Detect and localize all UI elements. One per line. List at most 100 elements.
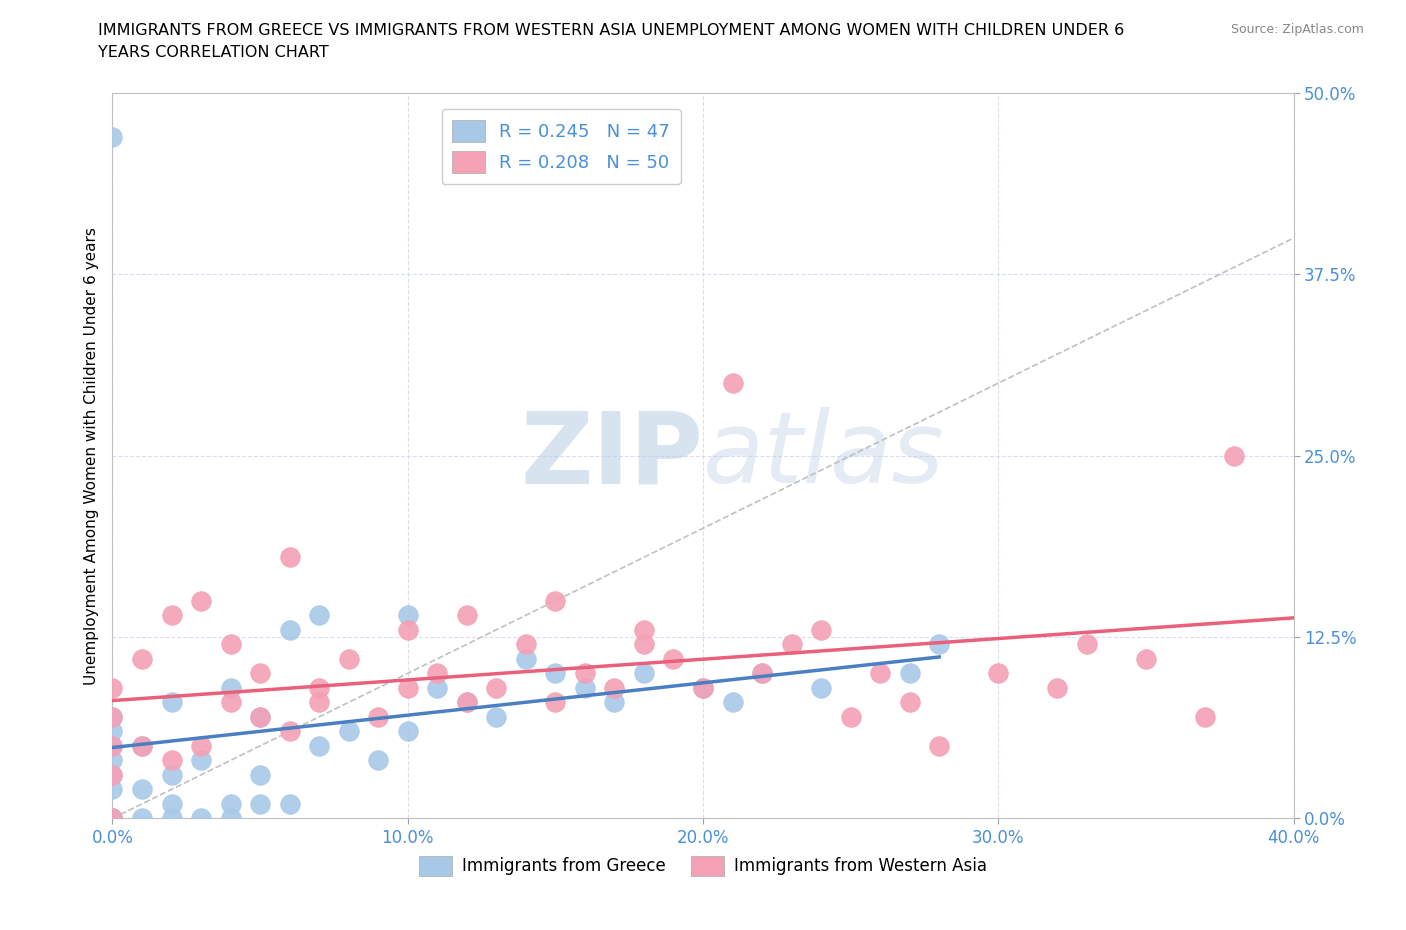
Point xyxy=(160,753,183,768)
Point xyxy=(278,622,301,637)
Point xyxy=(101,710,124,724)
Point xyxy=(249,767,271,782)
Point xyxy=(160,811,183,826)
Point xyxy=(1046,681,1069,696)
Point xyxy=(101,767,124,782)
Point xyxy=(633,622,655,637)
Text: ZIP: ZIP xyxy=(520,407,703,504)
Point xyxy=(101,782,124,797)
Point xyxy=(898,695,921,710)
Point xyxy=(219,637,242,652)
Point xyxy=(515,651,537,666)
Point xyxy=(101,811,124,826)
Legend: Immigrants from Greece, Immigrants from Western Asia: Immigrants from Greece, Immigrants from … xyxy=(412,849,994,883)
Point xyxy=(131,782,153,797)
Point xyxy=(278,550,301,565)
Point xyxy=(101,767,124,782)
Point xyxy=(308,695,330,710)
Point xyxy=(308,681,330,696)
Point xyxy=(603,681,626,696)
Point xyxy=(544,695,567,710)
Point xyxy=(219,681,242,696)
Text: atlas: atlas xyxy=(703,407,945,504)
Point xyxy=(456,695,478,710)
Point xyxy=(633,637,655,652)
Point xyxy=(101,738,124,753)
Point xyxy=(249,796,271,811)
Point xyxy=(101,710,124,724)
Text: YEARS CORRELATION CHART: YEARS CORRELATION CHART xyxy=(98,45,329,60)
Point xyxy=(721,695,744,710)
Point xyxy=(101,811,124,826)
Point xyxy=(337,651,360,666)
Point xyxy=(367,710,389,724)
Point xyxy=(131,738,153,753)
Point xyxy=(219,695,242,710)
Point xyxy=(780,637,803,652)
Point xyxy=(1194,710,1216,724)
Point xyxy=(485,681,508,696)
Point xyxy=(987,666,1010,681)
Y-axis label: Unemployment Among Women with Children Under 6 years: Unemployment Among Women with Children U… xyxy=(83,227,98,684)
Point xyxy=(751,666,773,681)
Point xyxy=(544,593,567,608)
Point xyxy=(278,796,301,811)
Point xyxy=(426,681,449,696)
Point xyxy=(337,724,360,738)
Point xyxy=(574,666,596,681)
Point xyxy=(928,637,950,652)
Point xyxy=(101,811,124,826)
Point xyxy=(928,738,950,753)
Point xyxy=(426,666,449,681)
Point xyxy=(160,695,183,710)
Point xyxy=(1223,448,1246,463)
Point xyxy=(160,767,183,782)
Point xyxy=(308,738,330,753)
Point xyxy=(249,710,271,724)
Point xyxy=(101,724,124,738)
Point xyxy=(131,651,153,666)
Point xyxy=(101,811,124,826)
Point xyxy=(810,622,832,637)
Point xyxy=(249,666,271,681)
Point xyxy=(131,811,153,826)
Point xyxy=(515,637,537,652)
Point xyxy=(898,666,921,681)
Point xyxy=(396,608,419,623)
Point xyxy=(839,710,862,724)
Point xyxy=(219,811,242,826)
Point xyxy=(190,753,212,768)
Point xyxy=(190,738,212,753)
Point xyxy=(396,622,419,637)
Point xyxy=(721,376,744,391)
Point xyxy=(662,651,685,666)
Point xyxy=(1135,651,1157,666)
Point xyxy=(278,724,301,738)
Point xyxy=(751,666,773,681)
Point xyxy=(456,608,478,623)
Point xyxy=(810,681,832,696)
Point xyxy=(485,710,508,724)
Point xyxy=(101,129,124,144)
Point xyxy=(160,608,183,623)
Point xyxy=(131,738,153,753)
Point xyxy=(190,593,212,608)
Point xyxy=(308,608,330,623)
Point xyxy=(544,666,567,681)
Point xyxy=(249,710,271,724)
Point xyxy=(190,811,212,826)
Point xyxy=(574,681,596,696)
Point xyxy=(456,695,478,710)
Point xyxy=(101,681,124,696)
Point xyxy=(101,753,124,768)
Point xyxy=(869,666,891,681)
Point xyxy=(603,695,626,710)
Point xyxy=(396,681,419,696)
Point xyxy=(692,681,714,696)
Point xyxy=(692,681,714,696)
Text: IMMIGRANTS FROM GREECE VS IMMIGRANTS FROM WESTERN ASIA UNEMPLOYMENT AMONG WOMEN : IMMIGRANTS FROM GREECE VS IMMIGRANTS FRO… xyxy=(98,23,1125,38)
Point xyxy=(367,753,389,768)
Point xyxy=(101,738,124,753)
Point xyxy=(160,796,183,811)
Text: Source: ZipAtlas.com: Source: ZipAtlas.com xyxy=(1230,23,1364,36)
